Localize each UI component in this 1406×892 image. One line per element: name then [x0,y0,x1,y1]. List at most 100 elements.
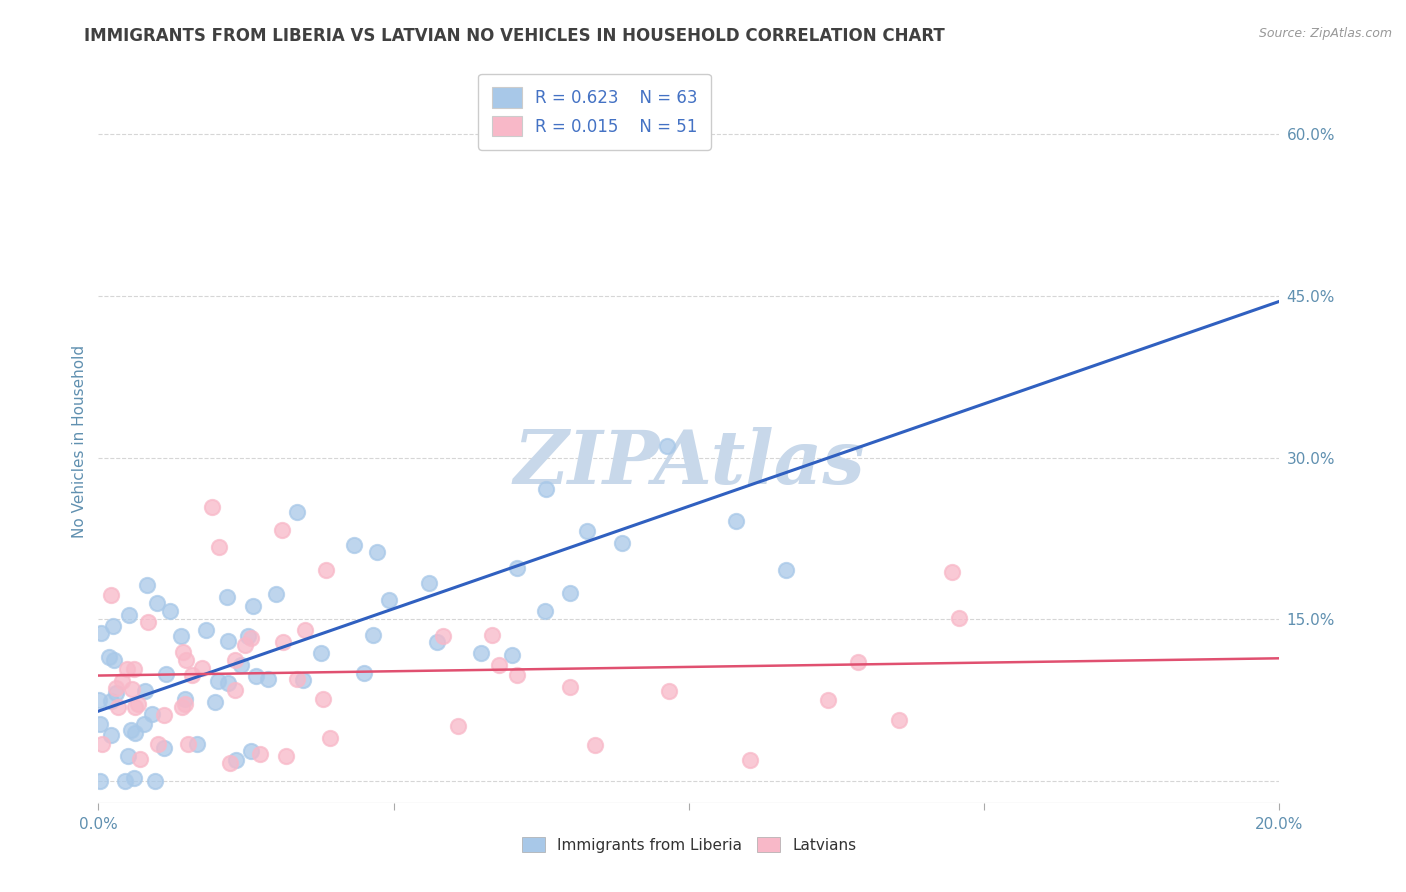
Point [207,674,229,689]
Point [114,774,136,789]
Point [118,608,141,623]
Point [100,588,122,602]
Point [103,619,125,633]
Legend: Immigrants from Liberia, Latvians: Immigrants from Liberia, Latvians [515,829,863,860]
Point [225,753,247,767]
Point [315,563,337,577]
Point [100,694,122,708]
Point [257,673,280,687]
Point [134,684,156,698]
Point [366,545,388,559]
Point [191,660,214,674]
Y-axis label: No Vehicles in Household: No Vehicles in Household [72,345,87,538]
Point [775,562,797,576]
Point [560,586,582,600]
Point [146,596,169,610]
Point [89,774,111,789]
Point [127,697,149,711]
Point [264,587,287,601]
Point [174,692,197,706]
Point [90,625,112,640]
Point [426,635,449,649]
Point [432,629,454,643]
Point [506,561,529,575]
Point [104,686,127,700]
Point [583,738,606,752]
Point [446,719,468,733]
Point [208,541,231,555]
Point [658,684,681,698]
Point [111,673,134,688]
Point [159,604,181,618]
Point [177,737,200,751]
Point [270,523,292,537]
Point [215,590,238,604]
Point [533,604,555,618]
Point [194,623,217,637]
Point [201,500,224,515]
Point [224,682,246,697]
Point [817,693,839,707]
Point [129,751,152,765]
Point [249,747,271,762]
Point [948,611,970,625]
Point [576,524,599,538]
Point [353,665,375,680]
Point [240,631,263,645]
Point [724,514,747,528]
Point [501,648,523,662]
Point [155,667,177,681]
Point [231,657,253,672]
Point [135,578,157,592]
Point [217,675,239,690]
Point [218,756,240,771]
Point [285,505,308,519]
Point [87,693,110,707]
Point [115,662,138,676]
Point [309,646,332,660]
Point [361,628,384,642]
Point [889,713,911,727]
Point [378,593,401,607]
Text: IMMIGRANTS FROM LIBERIA VS LATVIAN NO VEHICLES IN HOUSEHOLD CORRELATION CHART: IMMIGRANTS FROM LIBERIA VS LATVIAN NO VE… [84,27,945,45]
Point [740,753,762,767]
Point [470,646,492,660]
Point [657,439,679,453]
Point [180,668,202,682]
Point [239,743,262,757]
Point [292,673,315,687]
Point [276,749,298,764]
Point [124,726,146,740]
Point [481,628,503,642]
Text: Source: ZipAtlas.com: Source: ZipAtlas.com [1258,27,1392,40]
Point [117,749,139,764]
Point [294,623,316,637]
Point [186,737,208,751]
Point [121,682,143,697]
Point [105,681,128,696]
Point [224,653,246,667]
Point [271,634,294,648]
Point [846,655,869,669]
Point [98,650,121,665]
Point [610,536,633,550]
Point [146,737,169,751]
Point [343,538,366,552]
Point [217,634,239,648]
Point [136,615,159,630]
Point [242,599,264,614]
Point [318,731,340,746]
Point [560,680,582,694]
Point [100,728,122,742]
Point [132,716,155,731]
Point [941,565,963,579]
Point [285,672,308,686]
Point [141,707,163,722]
Point [143,774,166,789]
Point [245,669,267,683]
Point [122,772,145,786]
Point [152,707,174,722]
Point [90,737,112,751]
Point [174,697,197,711]
Point [506,668,529,682]
